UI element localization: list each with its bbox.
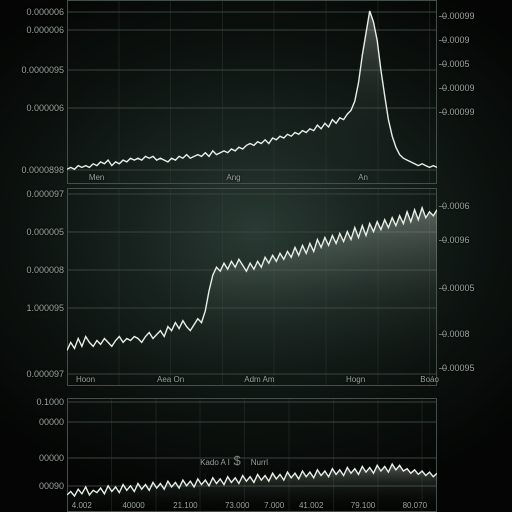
panel-bot-xlabel-4: 7.000 bbox=[264, 501, 284, 510]
panel-mid-xlabel-4: Boáo bbox=[420, 375, 439, 384]
panel-mid-xlabel-0: Hoon bbox=[76, 375, 95, 384]
panel-mid-ylabel-left-4: 0.000097 bbox=[4, 369, 64, 379]
panel-top-ylabel-right-0: 0.00099 bbox=[442, 11, 475, 21]
bottom-inside-label-0: Kado A I bbox=[200, 458, 230, 467]
panel-mid-ylabel-left-1: 0.000005 bbox=[4, 227, 64, 237]
dollar-sign: $ bbox=[234, 453, 241, 468]
panel-top-plot bbox=[67, 0, 437, 184]
panel-mid-ylabel-right-1: 0.0096 bbox=[442, 235, 470, 245]
panel-top-ylabel-left-3: 0.000006 bbox=[4, 103, 64, 113]
panel-top-ylabel-right-2: 0.0005 bbox=[442, 59, 470, 69]
panel-top-ylabel-right-1: 0.0009 bbox=[442, 35, 470, 45]
panel-mid-xlabel-1: Aea On bbox=[157, 375, 184, 384]
panel-bot-xlabel-7: 80.070 bbox=[403, 501, 427, 510]
panel-top-xlabel-1: Ang bbox=[226, 173, 240, 182]
panel-mid-ylabel-left-0: 0.000097 bbox=[4, 189, 64, 199]
panel-mid-plot bbox=[67, 188, 437, 386]
panel-mid-xlabel-2: Adm Am bbox=[244, 375, 274, 384]
bottom-inside-label-1: Nurrl bbox=[251, 458, 268, 467]
panel-bot-xlabel-2: 21.100 bbox=[173, 501, 197, 510]
panel-mid-ylabel-left-2: 0.000008 bbox=[4, 265, 64, 275]
panel-top-xlabel-0: Men bbox=[89, 173, 105, 182]
panel-bot bbox=[67, 398, 437, 512]
panel-top bbox=[67, 0, 437, 184]
panel-bot-xlabel-0: 4.002 bbox=[72, 501, 92, 510]
panel-bot-ylabel-left-3: 00090 bbox=[4, 481, 64, 491]
panel-mid-ylabel-right-2: 0.00005 bbox=[442, 283, 475, 293]
panel-bot-ylabel-left-2: 00000 bbox=[4, 453, 64, 463]
panel-top-ylabel-left-4: 0.0000898 bbox=[4, 165, 64, 175]
panel-mid-ylabel-right-0: 0.0006 bbox=[442, 201, 470, 211]
panel-mid-ylabel-right-3: 0.0008 bbox=[442, 329, 470, 339]
panel-top-xlabel-2: An bbox=[358, 173, 368, 182]
panel-top-ylabel-left-2: 0.0000095 bbox=[4, 65, 64, 75]
panel-bot-xlabel-3: 73.000 bbox=[225, 501, 249, 510]
panel-top-ylabel-left-0: 0.000006 bbox=[4, 7, 64, 17]
panel-bot-xlabel-1: 40000 bbox=[122, 501, 144, 510]
panel-bot-xlabel-5: 41.002 bbox=[299, 501, 323, 510]
panel-bot-ylabel-left-1: 00000 bbox=[4, 417, 64, 427]
panel-top-ylabel-left-1: 0.000006 bbox=[4, 25, 64, 35]
panel-mid-ylabel-right-4: 0.00095 bbox=[442, 363, 475, 373]
panel-top-ylabel-right-4: 0.00099 bbox=[442, 107, 475, 117]
panel-bot-ylabel-left-0: 0.1000 bbox=[4, 397, 64, 407]
panel-mid-ylabel-left-3: 1.000095 bbox=[4, 303, 64, 313]
panel-bot-xlabel-6: 79.100 bbox=[351, 501, 375, 510]
panel-bot-plot bbox=[67, 398, 437, 512]
panel-mid-xlabel-3: Hogn bbox=[346, 375, 365, 384]
panel-mid bbox=[67, 188, 437, 386]
chart-stage: 0.000006 0.000006 0.0000095 0.000006 0.00008… bbox=[0, 0, 512, 512]
panel-top-ylabel-right-3: 0.00009 bbox=[442, 83, 475, 93]
